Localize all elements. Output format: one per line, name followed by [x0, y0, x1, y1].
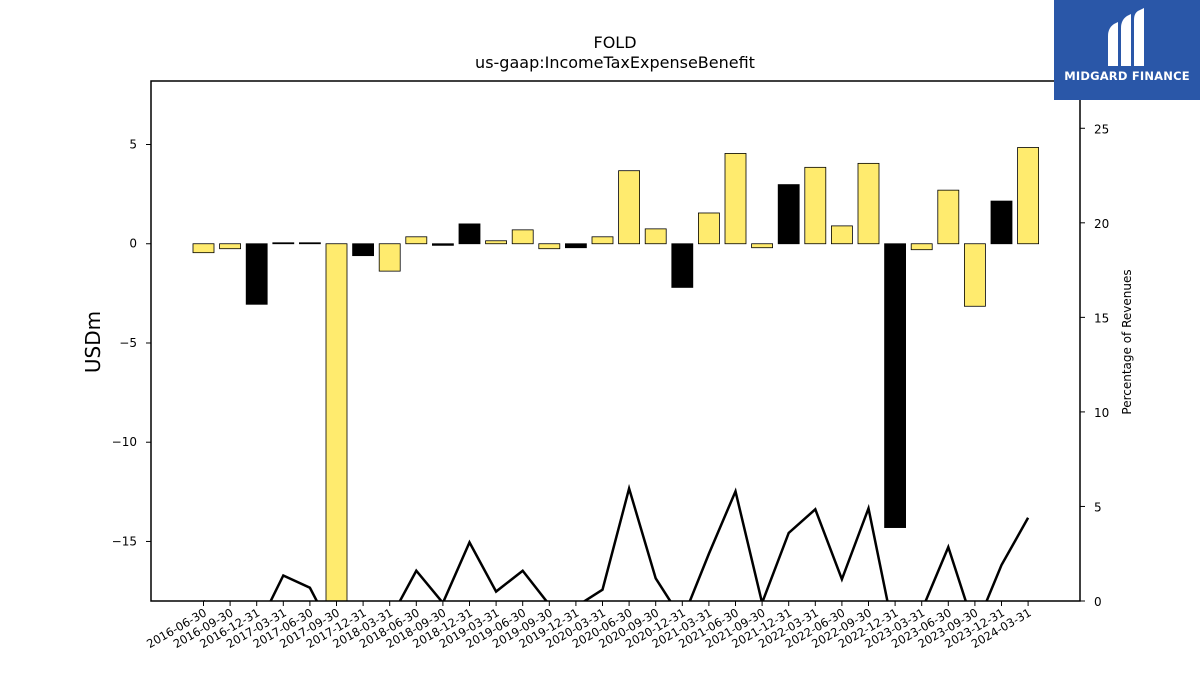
bar	[724, 153, 747, 245]
bar	[671, 243, 694, 288]
bar	[192, 243, 215, 254]
bar	[644, 228, 667, 245]
y2-tick-label: 10	[1094, 406, 1109, 420]
y2-tick-label: 20	[1094, 217, 1109, 231]
plot-frame	[150, 80, 1081, 602]
bar	[458, 223, 481, 245]
chart-title: FOLD	[593, 33, 636, 52]
bar-series	[192, 147, 1039, 601]
y-tick-label: −15	[112, 534, 137, 548]
bar	[298, 242, 321, 245]
left-y-axis: 5 0 −5 −10 −15	[112, 138, 151, 548]
y-tick-label: 5	[129, 138, 137, 152]
bar	[937, 189, 960, 245]
y-tick-label: −5	[119, 336, 137, 350]
bar	[990, 200, 1013, 245]
y2-tick-label: 0	[1094, 595, 1102, 609]
midgard-logo-mark-icon	[1108, 8, 1144, 66]
bar	[405, 236, 428, 245]
right-y-axis: 25 20 15 10 5 0	[1080, 122, 1109, 609]
bar	[431, 243, 454, 246]
bar	[591, 236, 614, 245]
brand-logo: MIDGARD FINANCE	[1054, 0, 1200, 100]
y-axis-label: USDm	[81, 311, 105, 373]
y-tick-label: −10	[112, 435, 137, 449]
bar	[352, 243, 375, 257]
bar	[511, 229, 534, 245]
bar	[618, 170, 640, 245]
brand-name: MIDGARD FINANCE	[1064, 69, 1190, 83]
percentage-line	[203, 483, 1030, 601]
line-series	[203, 483, 1030, 601]
bar	[910, 243, 933, 251]
bar	[831, 225, 853, 245]
bar	[272, 242, 295, 245]
x-axis: 2016-06-302016-09-302016-12-312017-03-31…	[144, 601, 1034, 651]
y2-tick-label: 25	[1094, 122, 1109, 136]
bar	[325, 243, 348, 601]
y2-tick-label: 15	[1094, 311, 1109, 325]
bar	[245, 243, 268, 305]
bar	[698, 212, 720, 245]
y2-axis-label: Percentage of Revenues	[1120, 269, 1134, 414]
bar	[485, 240, 508, 245]
y-tick-label: 0	[129, 237, 137, 251]
bar	[219, 243, 242, 250]
bar	[1017, 147, 1039, 245]
y2-tick-label: 5	[1094, 500, 1102, 514]
bar	[884, 243, 906, 528]
bar	[538, 243, 561, 250]
chart-subtitle: us-gaap:IncomeTaxExpenseBenefit	[475, 53, 755, 72]
bar	[565, 243, 587, 249]
bar	[751, 243, 773, 249]
bar	[378, 243, 401, 272]
bar	[777, 184, 800, 245]
bar	[804, 166, 827, 245]
bar	[964, 243, 986, 307]
bar	[857, 162, 880, 245]
